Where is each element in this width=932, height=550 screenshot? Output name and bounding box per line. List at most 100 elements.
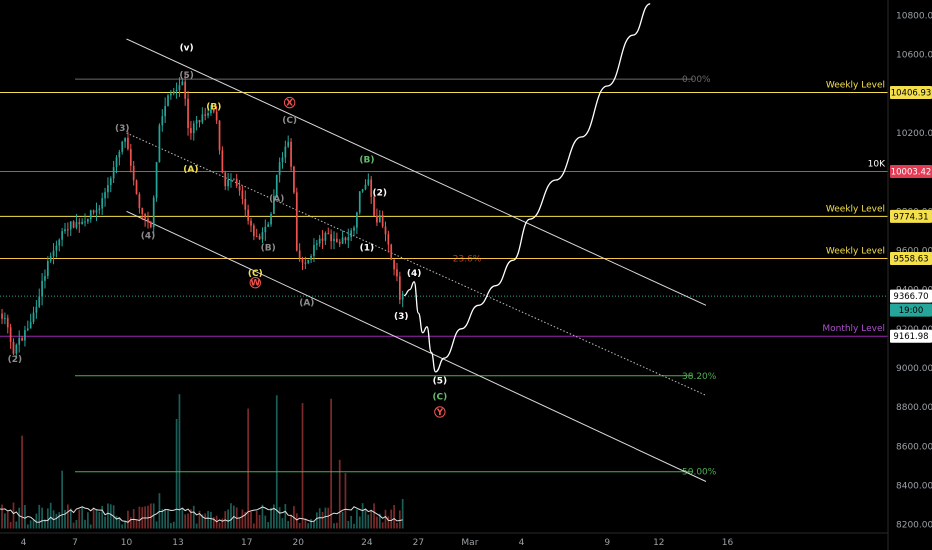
- candle-body: [112, 167, 115, 179]
- candle: [64, 222, 66, 234]
- volume-bar: [221, 518, 224, 529]
- candle-body: [327, 233, 330, 235]
- candle: [121, 140, 124, 155]
- candle-body: [1, 313, 3, 319]
- volume-bar: [264, 515, 267, 529]
- volume-bar: [127, 510, 129, 529]
- volume-bar: [324, 507, 327, 529]
- volume-bar: [356, 509, 358, 529]
- candle: [158, 123, 161, 163]
- candle: [398, 271, 401, 305]
- volume-bar: [89, 524, 92, 529]
- candle: [232, 178, 235, 181]
- candle-body: [207, 113, 209, 116]
- volume-bar: [121, 524, 124, 529]
- candle-body: [304, 262, 307, 264]
- fib-50-label: 50.00%: [682, 468, 717, 478]
- volume-bar: [318, 508, 321, 529]
- candle: [258, 233, 261, 240]
- volume-bar: [250, 511, 252, 529]
- candle: [218, 120, 221, 155]
- candle-body: [64, 229, 66, 232]
- candle-body: [129, 149, 132, 166]
- candle: [290, 138, 292, 171]
- candle: [26, 320, 29, 332]
- candle-body: [101, 198, 104, 209]
- wave-label: (A): [269, 195, 284, 205]
- time-tick-label: 4: [519, 538, 525, 548]
- candle-body: [227, 179, 229, 187]
- wave-label: (4): [141, 232, 156, 242]
- volume-bar: [195, 523, 198, 529]
- volume-bar: [78, 509, 81, 529]
- current-price-tag-bg: [890, 289, 932, 303]
- candle-body: [49, 256, 52, 262]
- channel-lower: [126, 210, 707, 482]
- candle-body: [26, 328, 29, 331]
- candle: [364, 179, 367, 191]
- candle-body: [384, 226, 387, 235]
- volume-bar: [230, 503, 232, 529]
- wave-label: (3): [394, 312, 409, 322]
- candle: [201, 107, 204, 125]
- weekly-level-3-label: Weekly Level: [826, 247, 885, 257]
- candle: [75, 213, 78, 230]
- candle-body: [250, 220, 252, 226]
- volume-bar: [398, 510, 401, 529]
- candle: [318, 234, 321, 247]
- volume-bar: [338, 459, 341, 529]
- current-price-tag-text: 9366.70: [893, 292, 928, 302]
- candle: [89, 209, 92, 223]
- candle-body: [184, 81, 187, 99]
- time-tick-label: 17: [241, 538, 252, 548]
- candle: [378, 210, 381, 223]
- candle-body: [18, 338, 21, 345]
- candle-body: [232, 178, 235, 180]
- volume-bar: [247, 408, 249, 529]
- weekly-level-2-tag-text: 9774.31: [893, 212, 928, 222]
- time-axis[interactable]: 4 7 10 13 17 20 24 27 Mar 4 9 12 16: [0, 532, 888, 548]
- volume-bar: [21, 435, 23, 529]
- volume-bar: [15, 521, 18, 529]
- price-axis[interactable]: 10800.0010600.0010400.0010200.0010000.00…: [887, 0, 932, 550]
- wave-circle: [283, 96, 296, 109]
- volume-bar: [55, 513, 58, 529]
- candle: [46, 256, 49, 280]
- candle-body: [318, 238, 321, 244]
- volume-bar: [353, 523, 355, 529]
- candle: [61, 227, 63, 247]
- candle-body: [155, 162, 158, 198]
- candle: [18, 330, 21, 353]
- time-tick-label: 4: [21, 538, 27, 548]
- candle: [84, 213, 86, 227]
- candle: [295, 187, 298, 252]
- candle: [356, 211, 358, 234]
- candle-body: [253, 225, 255, 237]
- countdown-tag-bg: [890, 303, 932, 317]
- volume-bar: [12, 502, 15, 529]
- candle-body: [273, 195, 275, 214]
- volume-bar: [26, 524, 29, 529]
- volume-bar: [72, 522, 75, 529]
- candle: [253, 223, 255, 241]
- countdown-tag: 19:00: [890, 303, 932, 317]
- volume-bar: [164, 508, 167, 529]
- time-tick-label: 13: [172, 538, 183, 548]
- candle-body: [187, 98, 189, 129]
- volume-bar: [384, 509, 387, 529]
- volume-bar: [135, 519, 138, 529]
- candle: [72, 220, 75, 229]
- candle-body: [258, 236, 261, 240]
- time-tick-label: 9: [604, 538, 610, 548]
- candle-body: [35, 306, 38, 313]
- candle-body: [164, 105, 167, 117]
- candle: [21, 335, 23, 342]
- candle-body: [29, 321, 32, 329]
- candle: [204, 107, 207, 121]
- candle-body: [218, 120, 221, 151]
- candle: [307, 259, 310, 265]
- volume-bar: [178, 394, 181, 529]
- candle: [330, 229, 332, 250]
- candle-body: [195, 120, 198, 124]
